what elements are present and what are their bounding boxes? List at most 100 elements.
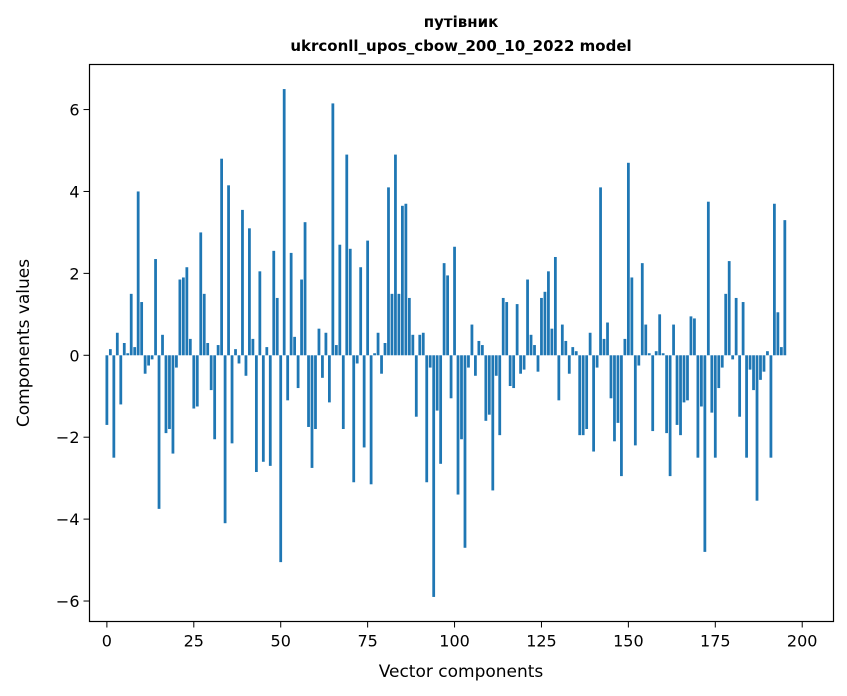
bar: [480, 345, 484, 356]
bar: [682, 355, 686, 403]
bar: [522, 355, 526, 370]
bar: [202, 293, 206, 356]
bar: [776, 312, 780, 356]
bar: [633, 355, 637, 446]
bar: [741, 302, 745, 356]
bar: [724, 293, 728, 356]
bar: [147, 355, 150, 366]
x-tick-label: 50: [271, 632, 291, 651]
y-tick-label: 6: [69, 101, 79, 120]
bar: [195, 355, 199, 407]
bar: [282, 89, 286, 356]
bar: [317, 328, 321, 356]
bar: [508, 355, 512, 387]
bar: [543, 291, 547, 356]
bar: [567, 355, 571, 374]
bar: [574, 351, 578, 356]
bar: [261, 355, 265, 462]
bar: [216, 345, 220, 356]
bar: [467, 355, 470, 368]
bar: [745, 355, 748, 458]
bar: [533, 345, 536, 356]
bar: [133, 347, 137, 356]
bar: [136, 191, 140, 356]
bar: [303, 222, 307, 356]
bar: [362, 355, 366, 448]
bar: [654, 351, 658, 356]
bar: [338, 244, 342, 356]
bar: [435, 355, 439, 411]
bar: [675, 355, 679, 425]
y-tick-label: 4: [69, 182, 79, 201]
bar: [310, 355, 314, 468]
bar: [623, 338, 627, 356]
bar: [334, 345, 338, 356]
bar: [394, 154, 397, 356]
bar: [762, 355, 766, 372]
bar: [616, 355, 620, 423]
bar: [251, 338, 255, 356]
bar: [341, 355, 345, 430]
bar: [321, 355, 324, 378]
bar: [366, 240, 370, 356]
bar: [647, 353, 651, 356]
bar: [581, 355, 585, 436]
bar: [241, 209, 244, 356]
bar: [661, 353, 665, 356]
bar: [501, 297, 505, 356]
bar: [512, 355, 516, 389]
bar: [373, 353, 376, 356]
bar: [585, 355, 589, 430]
bar: [157, 355, 161, 509]
bar: [613, 355, 616, 442]
bar: [244, 355, 248, 376]
bar: [519, 355, 522, 374]
bar: [672, 324, 675, 356]
bar: [119, 355, 123, 405]
bar: [446, 275, 449, 356]
bar: [686, 355, 689, 401]
bar: [355, 355, 359, 364]
bar: [129, 293, 133, 356]
bar: [390, 293, 394, 356]
bar: [494, 355, 498, 376]
bar: [387, 187, 390, 356]
bar: [755, 355, 759, 501]
y-tick-label: 0: [69, 346, 79, 365]
bar: [209, 355, 213, 391]
bar: [606, 322, 609, 356]
bar: [578, 355, 582, 436]
bar: [453, 246, 456, 356]
bar: [491, 355, 495, 491]
bar: [286, 355, 290, 401]
bar: [171, 355, 175, 454]
bar: [609, 355, 613, 399]
bar: [449, 355, 453, 399]
bar: [275, 297, 279, 356]
bar: [150, 355, 154, 360]
bar: [383, 343, 387, 356]
bar: [181, 277, 185, 356]
bar: [234, 349, 237, 356]
x-tick-label: 100: [439, 632, 470, 651]
bar: [734, 297, 738, 356]
bar: [178, 279, 182, 356]
bar: [164, 355, 168, 434]
bar: [536, 355, 540, 372]
bar: [766, 351, 769, 356]
bar: [289, 252, 293, 356]
bar: [418, 334, 422, 356]
bar: [168, 355, 171, 430]
bars-group: [105, 89, 787, 597]
x-tick-label: 175: [700, 632, 731, 651]
bar: [738, 355, 742, 417]
bar: [248, 228, 251, 356]
x-tick-label: 0: [102, 632, 112, 651]
bar: [720, 355, 724, 368]
bar: [620, 355, 623, 477]
bar: [206, 343, 210, 356]
x-axis-label: Vector components: [379, 662, 544, 682]
bar: [752, 355, 755, 391]
bar: [700, 355, 703, 407]
bar: [300, 279, 303, 356]
